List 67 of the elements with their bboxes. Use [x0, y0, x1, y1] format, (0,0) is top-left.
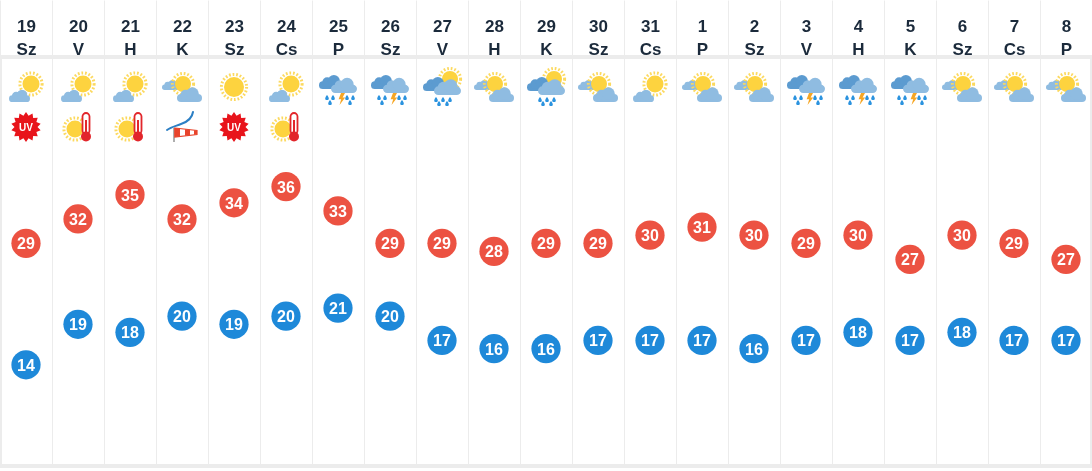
data-label: 17	[641, 332, 659, 350]
data-label: 27	[1057, 251, 1075, 269]
data-label: 27	[901, 251, 919, 269]
data-label: 18	[953, 324, 971, 342]
data-label: 18	[849, 324, 867, 342]
x-tick-label: 4 H	[852, 16, 865, 59]
x-tick-label: 29 K	[537, 16, 556, 59]
data-label: 29	[433, 235, 451, 253]
x-tick-label: 19 Sz	[16, 16, 37, 59]
x-tick-label: 23 Sz	[224, 16, 245, 59]
x-tick-label: 21 H	[121, 16, 140, 59]
data-label: 19	[225, 316, 243, 334]
data-label: 18	[121, 324, 139, 342]
data-label: 34	[225, 194, 243, 212]
data-label: 35	[121, 186, 139, 204]
uv-badge-icon: UV	[11, 112, 41, 142]
x-tick-label: 2 Sz	[744, 16, 765, 59]
data-label: 31	[693, 219, 711, 237]
data-label: 14	[17, 356, 35, 374]
data-label: 21	[329, 300, 347, 318]
x-tick-label: 31 Cs	[639, 16, 662, 59]
data-label: 17	[1005, 332, 1023, 350]
x-tick-label: 6 Sz	[952, 16, 973, 59]
data-label: 17	[589, 332, 607, 350]
data-label: 17	[1057, 332, 1075, 350]
x-tick-label: 27 V	[433, 16, 452, 59]
data-label: 20	[381, 308, 399, 326]
data-label: 16	[485, 340, 503, 358]
data-label: 29	[381, 235, 399, 253]
data-label: 32	[173, 210, 191, 228]
annotation: UV	[227, 121, 242, 133]
data-label: 17	[901, 332, 919, 350]
data-label: 30	[849, 227, 867, 245]
x-tick-label: 24 Cs	[275, 16, 298, 59]
data-label: 16	[745, 340, 763, 358]
data-label: 33	[329, 202, 347, 220]
data-label: 20	[173, 308, 191, 326]
data-label: 29	[537, 235, 555, 253]
uv-badge-icon: UV	[219, 112, 249, 142]
x-tick-label: 25 P	[329, 16, 348, 59]
x-tick-label: 5 K	[904, 16, 918, 59]
data-label: 29	[589, 235, 607, 253]
x-tick-label: 30 Sz	[588, 16, 609, 59]
data-label: 16	[537, 340, 555, 358]
data-label: 20	[277, 308, 295, 326]
x-tick-label: 22 K	[173, 16, 192, 59]
data-label: 17	[797, 332, 815, 350]
data-label: 17	[433, 332, 451, 350]
data-label: 17	[693, 332, 711, 350]
data-label: 36	[277, 178, 295, 196]
x-tick-label: 28 H	[485, 16, 504, 59]
x-tick-label: 7 Cs	[1003, 16, 1026, 59]
x-tick-label: 1 P	[696, 16, 709, 59]
data-label: 28	[485, 243, 503, 261]
data-label: 29	[797, 235, 815, 253]
data-label: 29	[17, 235, 35, 253]
data-label: 29	[1005, 235, 1023, 253]
x-tick-label: 26 Sz	[380, 16, 401, 59]
x-tick-label: 3 V	[800, 16, 813, 59]
data-label: 32	[69, 210, 87, 228]
data-label: 30	[745, 227, 763, 245]
x-tick-label: 8 P	[1060, 16, 1073, 59]
data-label: 30	[641, 227, 659, 245]
x-tick-label: 20 V	[69, 16, 88, 59]
data-label: 19	[69, 316, 87, 334]
data-label: 30	[953, 227, 971, 245]
annotation: UV	[19, 121, 34, 133]
